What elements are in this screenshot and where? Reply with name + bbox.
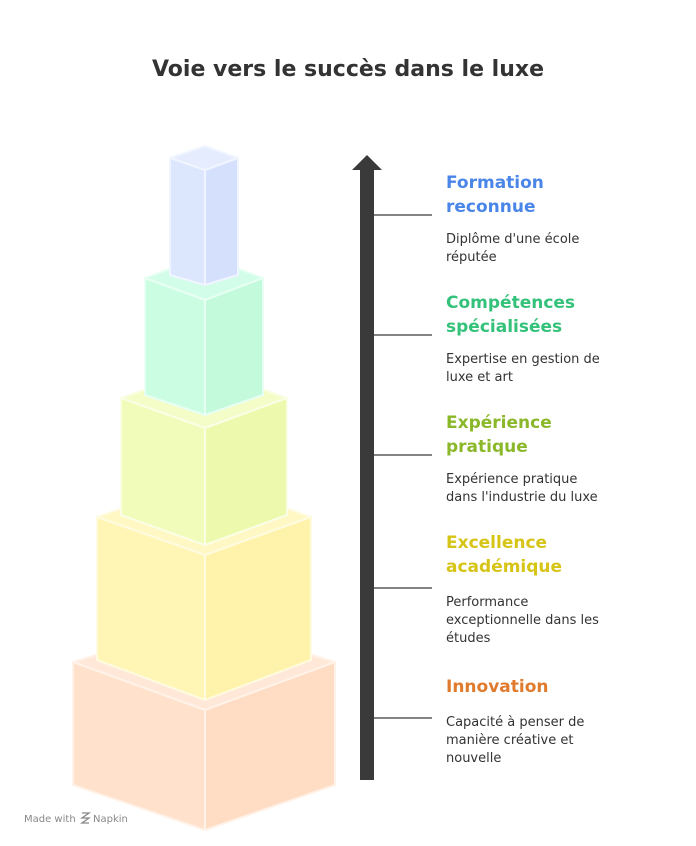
item-heading: Excellence (446, 533, 547, 553)
item-heading: Expérience (446, 413, 552, 433)
item-description: réputée (446, 250, 497, 265)
item-heading: spécialisées (446, 317, 562, 337)
block-formation (169, 145, 239, 286)
item-description: études (446, 631, 491, 646)
item-heading: Innovation (446, 677, 549, 697)
napkin-logo (79, 812, 92, 824)
item-heading: Compétences (446, 293, 575, 313)
item-description: Expérience pratique (446, 472, 577, 487)
block-competences (144, 255, 264, 416)
item-description: exceptionnelle dans les (446, 613, 599, 628)
brand: Napkin (93, 814, 128, 825)
item-description: Capacité à penser de (446, 715, 584, 730)
item-description: dans l'industrie du luxe (446, 490, 598, 505)
title: Voie vers le succès dans le luxe (152, 57, 544, 82)
item-heading: Formation (446, 173, 544, 193)
item-heading: pratique (446, 437, 528, 457)
items: Formation reconnue Diplôme d'une école répu… (374, 173, 600, 766)
item-heading: reconnue (446, 197, 536, 217)
stacked-blocks (72, 145, 336, 831)
item-description: nouvelle (446, 751, 501, 766)
item-description: Diplôme d'une école (446, 232, 579, 247)
item-description: Expertise en gestion de (446, 352, 600, 367)
footer: Made with Napkin (24, 812, 128, 825)
arrow (352, 155, 382, 780)
made-with: Made with (24, 814, 76, 825)
item-description: manière créative et (446, 733, 573, 748)
item-description: luxe et art (446, 370, 513, 385)
item-description: Performance (446, 595, 528, 610)
item-heading: académique (446, 557, 562, 577)
